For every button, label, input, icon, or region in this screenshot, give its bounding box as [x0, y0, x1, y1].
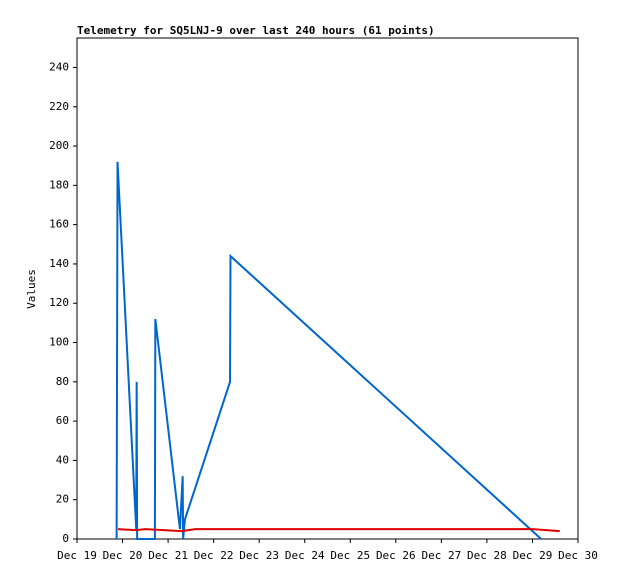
chart-title: Telemetry for SQ5LNJ-9 over last 240 hou…	[77, 24, 435, 37]
plot-frame	[76, 37, 579, 540]
x-tick-label: Dec 26	[376, 549, 416, 562]
y-tick-label: 40	[56, 453, 69, 466]
y-tick-label: 220	[49, 100, 69, 113]
series-line	[117, 528, 560, 533]
x-tick-label: Dec 30	[558, 549, 598, 562]
series-line	[115, 161, 542, 540]
x-tick-label: Dec 21	[148, 549, 188, 562]
y-tick-label: 120	[49, 296, 69, 309]
y-tick-label: 240	[49, 60, 69, 73]
x-tick-label: Dec 20	[103, 549, 143, 562]
x-tick-label: Dec 24	[285, 549, 325, 562]
x-tick-label: Dec 27	[421, 549, 461, 562]
y-tick-label: 60	[56, 414, 69, 427]
x-tick-label: Dec 23	[239, 549, 279, 562]
y-tick-label: 20	[56, 493, 69, 506]
y-tick-label: 140	[49, 257, 69, 270]
y-tick-label: 200	[49, 139, 69, 152]
y-tick-label: 80	[56, 375, 69, 388]
x-tick-label: Dec 19	[57, 549, 97, 562]
y-tick-label: 180	[49, 178, 69, 191]
y-tick-label: 160	[49, 218, 69, 231]
y-tick-label: 0	[62, 532, 69, 545]
x-tick-label: Dec 28	[467, 549, 507, 562]
y-tick-label: 100	[49, 336, 69, 349]
y-axis-label: Values	[25, 269, 38, 309]
x-tick-label: Dec 29	[513, 549, 553, 562]
x-tick-label: Dec 25	[330, 549, 370, 562]
x-tick-label: Dec 22	[194, 549, 234, 562]
